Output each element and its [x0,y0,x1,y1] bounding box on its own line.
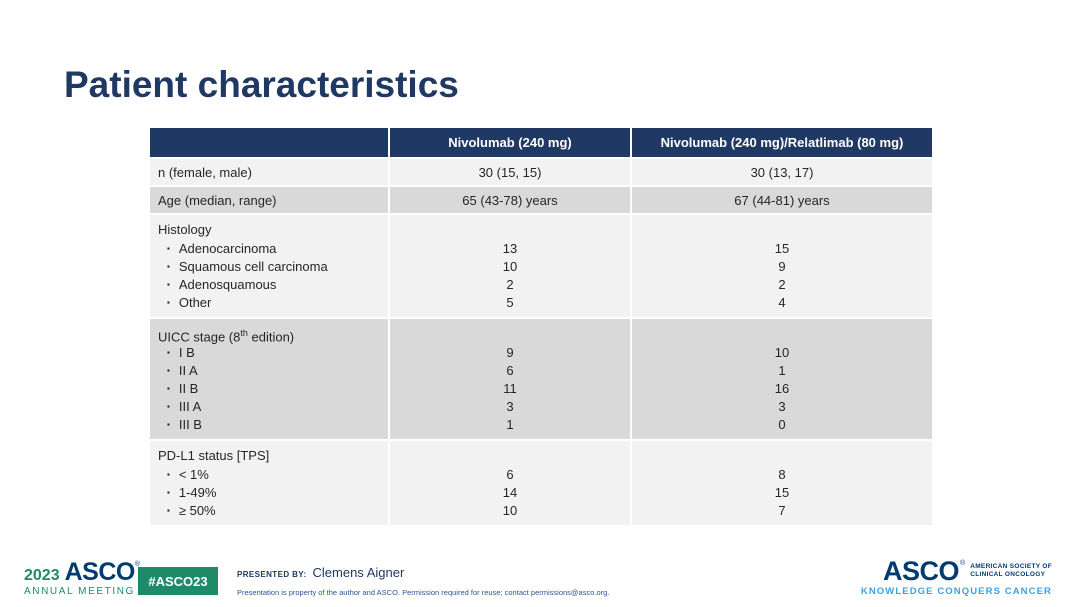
cell-value: 9 [778,259,786,274]
cell-value: 9 [506,345,514,360]
table-section-histology: Histology ▪ Adenocarcinoma ▪ Squamous cell… [150,215,932,317]
row-label: ▪ < 1% [167,467,209,482]
table-section-pdl1: PD-L1 status [TPS] ▪ < 1% ▪ 1-49% ▪ ≥ 50% 6… [150,441,932,525]
cell-value: 11 [503,381,517,396]
asco-society-name: AMERICAN SOCIETY OF CLINICAL ONCOLOGY [970,562,1052,578]
bullet-icon: ▪ [167,262,170,271]
cell-value: 2 [506,277,514,292]
cell-value: 15 [774,241,790,256]
row-label: ▪ Adenocarcinoma [167,241,277,256]
cell-value: 1 [506,417,514,432]
row-label: ▪ III A [167,399,202,414]
bullet-icon: ▪ [167,348,170,357]
cell-value: 10 [774,345,790,360]
row-label: n (female, male) [150,159,388,185]
presenter-block: PRESENTED BY: Clemens Aigner Presentatio… [237,565,609,597]
page-title: Patient characteristics [64,64,459,105]
cell-value: 13 [502,241,518,256]
cell-value: 6 [506,363,514,378]
meeting-name: ANNUAL MEETING [24,586,135,597]
row-label: ▪ Other [167,295,212,310]
bullet-icon: ▪ [167,384,170,393]
section-values-nivolumab: 9 6 11 3 1 [390,319,630,439]
asco-annual-meeting-logo: 2023 ASCO ® ANNUAL MEETING [24,558,140,598]
section-label: Histology [158,222,212,237]
registered-mark: ® [960,560,966,567]
meeting-year: 2023 [24,567,60,584]
presenter-name: Clemens Aigner [312,565,405,580]
section-values-combo: 15 9 2 4 [632,215,932,317]
disclaimer-text: Presentation is property of the author a… [237,588,610,597]
row-label: ▪ Squamous cell carcinoma [167,259,328,274]
section-labels: Histology ▪ Adenocarcinoma ▪ Squamous cell… [150,215,388,317]
bullet-icon: ▪ [167,402,170,411]
cell-value: 8 [778,467,786,482]
bullet-icon: ▪ [167,420,170,429]
section-label: PD-L1 status [TPS] [158,448,270,463]
cell-value: 5 [506,295,514,310]
presented-by-label: PRESENTED BY: [237,570,307,579]
cell-value: 4 [778,295,786,310]
cell-value: 3 [778,399,786,414]
row-label: Age (median, range) [150,187,388,213]
header-cell-nivolumab-relatlimab: Nivolumab (240 mg)/Relatlimab (80 mg) [632,128,932,157]
section-values-combo: 10 1 16 3 0 [632,319,932,439]
row-label: ▪ II A [167,363,198,378]
header-cell-empty [150,128,388,157]
table-section-uicc-stage: UICC stage (8th edition) ▪ I B ▪ II A ▪ II … [150,319,932,439]
section-values-nivolumab: 13 10 2 5 [390,215,630,317]
bullet-icon: ▪ [167,244,170,253]
header-cell-nivolumab: Nivolumab (240 mg) [390,128,630,157]
cell-value: 10 [502,503,518,518]
cell-value: 14 [502,485,518,500]
cell-value: 1 [778,363,786,378]
cell-value: 15 [774,485,790,500]
registered-mark: ® [134,561,140,568]
cell-value: 65 (43-78) years [390,187,630,213]
section-values-nivolumab: 6 14 10 [390,441,630,525]
row-label: ▪ II B [167,381,199,396]
table-header-row: Nivolumab (240 mg) Nivolumab (240 mg)/Re… [150,128,932,157]
patient-characteristics-table: Nivolumab (240 mg) Nivolumab (240 mg)/Re… [150,128,932,525]
row-label: ▪ Adenosquamous [167,277,277,292]
section-labels: UICC stage (8th edition) ▪ I B ▪ II A ▪ II … [150,319,388,439]
cell-value: 7 [778,503,786,518]
row-label: ▪ ≥ 50% [167,503,216,518]
asco-wordmark: ASCO [883,556,960,586]
bullet-icon: ▪ [167,298,170,307]
cell-value: 3 [506,399,514,414]
cell-value: 67 (44-81) years [632,187,932,213]
hashtag-badge: #ASCO23 [138,567,218,595]
asco-tagline: KNOWLEDGE CONQUERS CANCER [860,586,1052,597]
bullet-icon: ▪ [167,488,170,497]
row-label: ▪ I B [167,345,195,360]
row-label: ▪ 1-49% [167,485,217,500]
cell-value: 6 [506,467,514,482]
cell-value: 10 [502,259,518,274]
cell-value: 30 (15, 15) [390,159,630,185]
cell-value: 0 [778,417,786,432]
asco-logo: ASCO ® AMERICAN SOCIETY OF CLINICAL ONCO… [860,556,1052,598]
cell-value: 2 [778,277,786,292]
asco-wordmark: ASCO [64,558,136,586]
table-row-n: n (female, male) 30 (15, 15) 30 (13, 17) [150,159,932,185]
section-label: UICC stage (8th edition) [158,328,295,345]
table-row-age: Age (median, range) 65 (43-78) years 67 … [150,187,932,213]
cell-value: 30 (13, 17) [632,159,932,185]
bullet-icon: ▪ [167,506,170,515]
bullet-icon: ▪ [167,280,170,289]
cell-value: 16 [774,381,790,396]
bullet-icon: ▪ [167,470,170,479]
section-values-combo: 8 15 7 [632,441,932,525]
row-label: ▪ III B [167,417,202,432]
section-labels: PD-L1 status [TPS] ▪ < 1% ▪ 1-49% ▪ ≥ 50% [150,441,388,525]
bullet-icon: ▪ [167,366,170,375]
